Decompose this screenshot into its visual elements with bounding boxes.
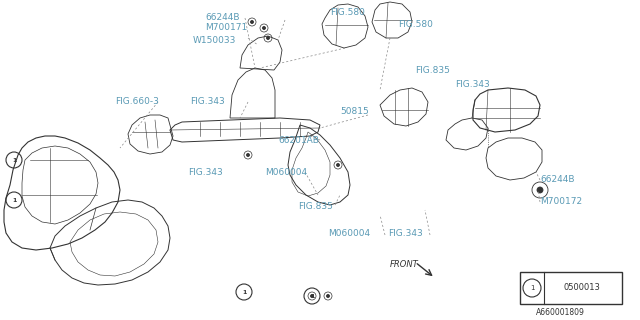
Circle shape [326,294,330,298]
Text: 1: 1 [12,157,16,163]
Circle shape [266,36,269,39]
Text: FIG.580: FIG.580 [330,8,365,17]
Text: FRONT: FRONT [390,260,419,269]
Circle shape [246,154,250,156]
Text: 66244B: 66244B [540,175,575,184]
Text: M700171: M700171 [205,23,247,32]
Text: FIG.343: FIG.343 [455,80,490,89]
Text: M060004: M060004 [328,229,370,238]
Bar [520,272,622,304]
Text: 1: 1 [12,197,16,203]
Text: A660001809: A660001809 [536,308,584,317]
Text: FIG.835: FIG.835 [298,202,333,211]
Text: 1: 1 [310,293,314,299]
Circle shape [310,294,314,298]
Text: 66201AB: 66201AB [278,136,319,145]
Text: FIG.343: FIG.343 [188,168,223,177]
Circle shape [337,164,339,166]
Text: M700172: M700172 [540,197,582,206]
Text: 0500013: 0500013 [564,284,600,292]
Text: FIG.580: FIG.580 [398,20,433,29]
Circle shape [250,20,253,23]
Text: FIG.343: FIG.343 [190,97,225,106]
Text: 66244B: 66244B [205,13,239,22]
Text: 1: 1 [242,290,246,294]
Text: FIG.343: FIG.343 [388,229,423,238]
Text: W150033: W150033 [193,36,236,45]
Text: 50815: 50815 [340,107,369,116]
Text: FIG.660-3: FIG.660-3 [115,97,159,106]
Circle shape [262,27,266,29]
Text: M060004: M060004 [265,168,307,177]
Circle shape [537,187,543,193]
Text: FIG.835: FIG.835 [415,66,450,75]
Text: 1: 1 [530,285,534,291]
